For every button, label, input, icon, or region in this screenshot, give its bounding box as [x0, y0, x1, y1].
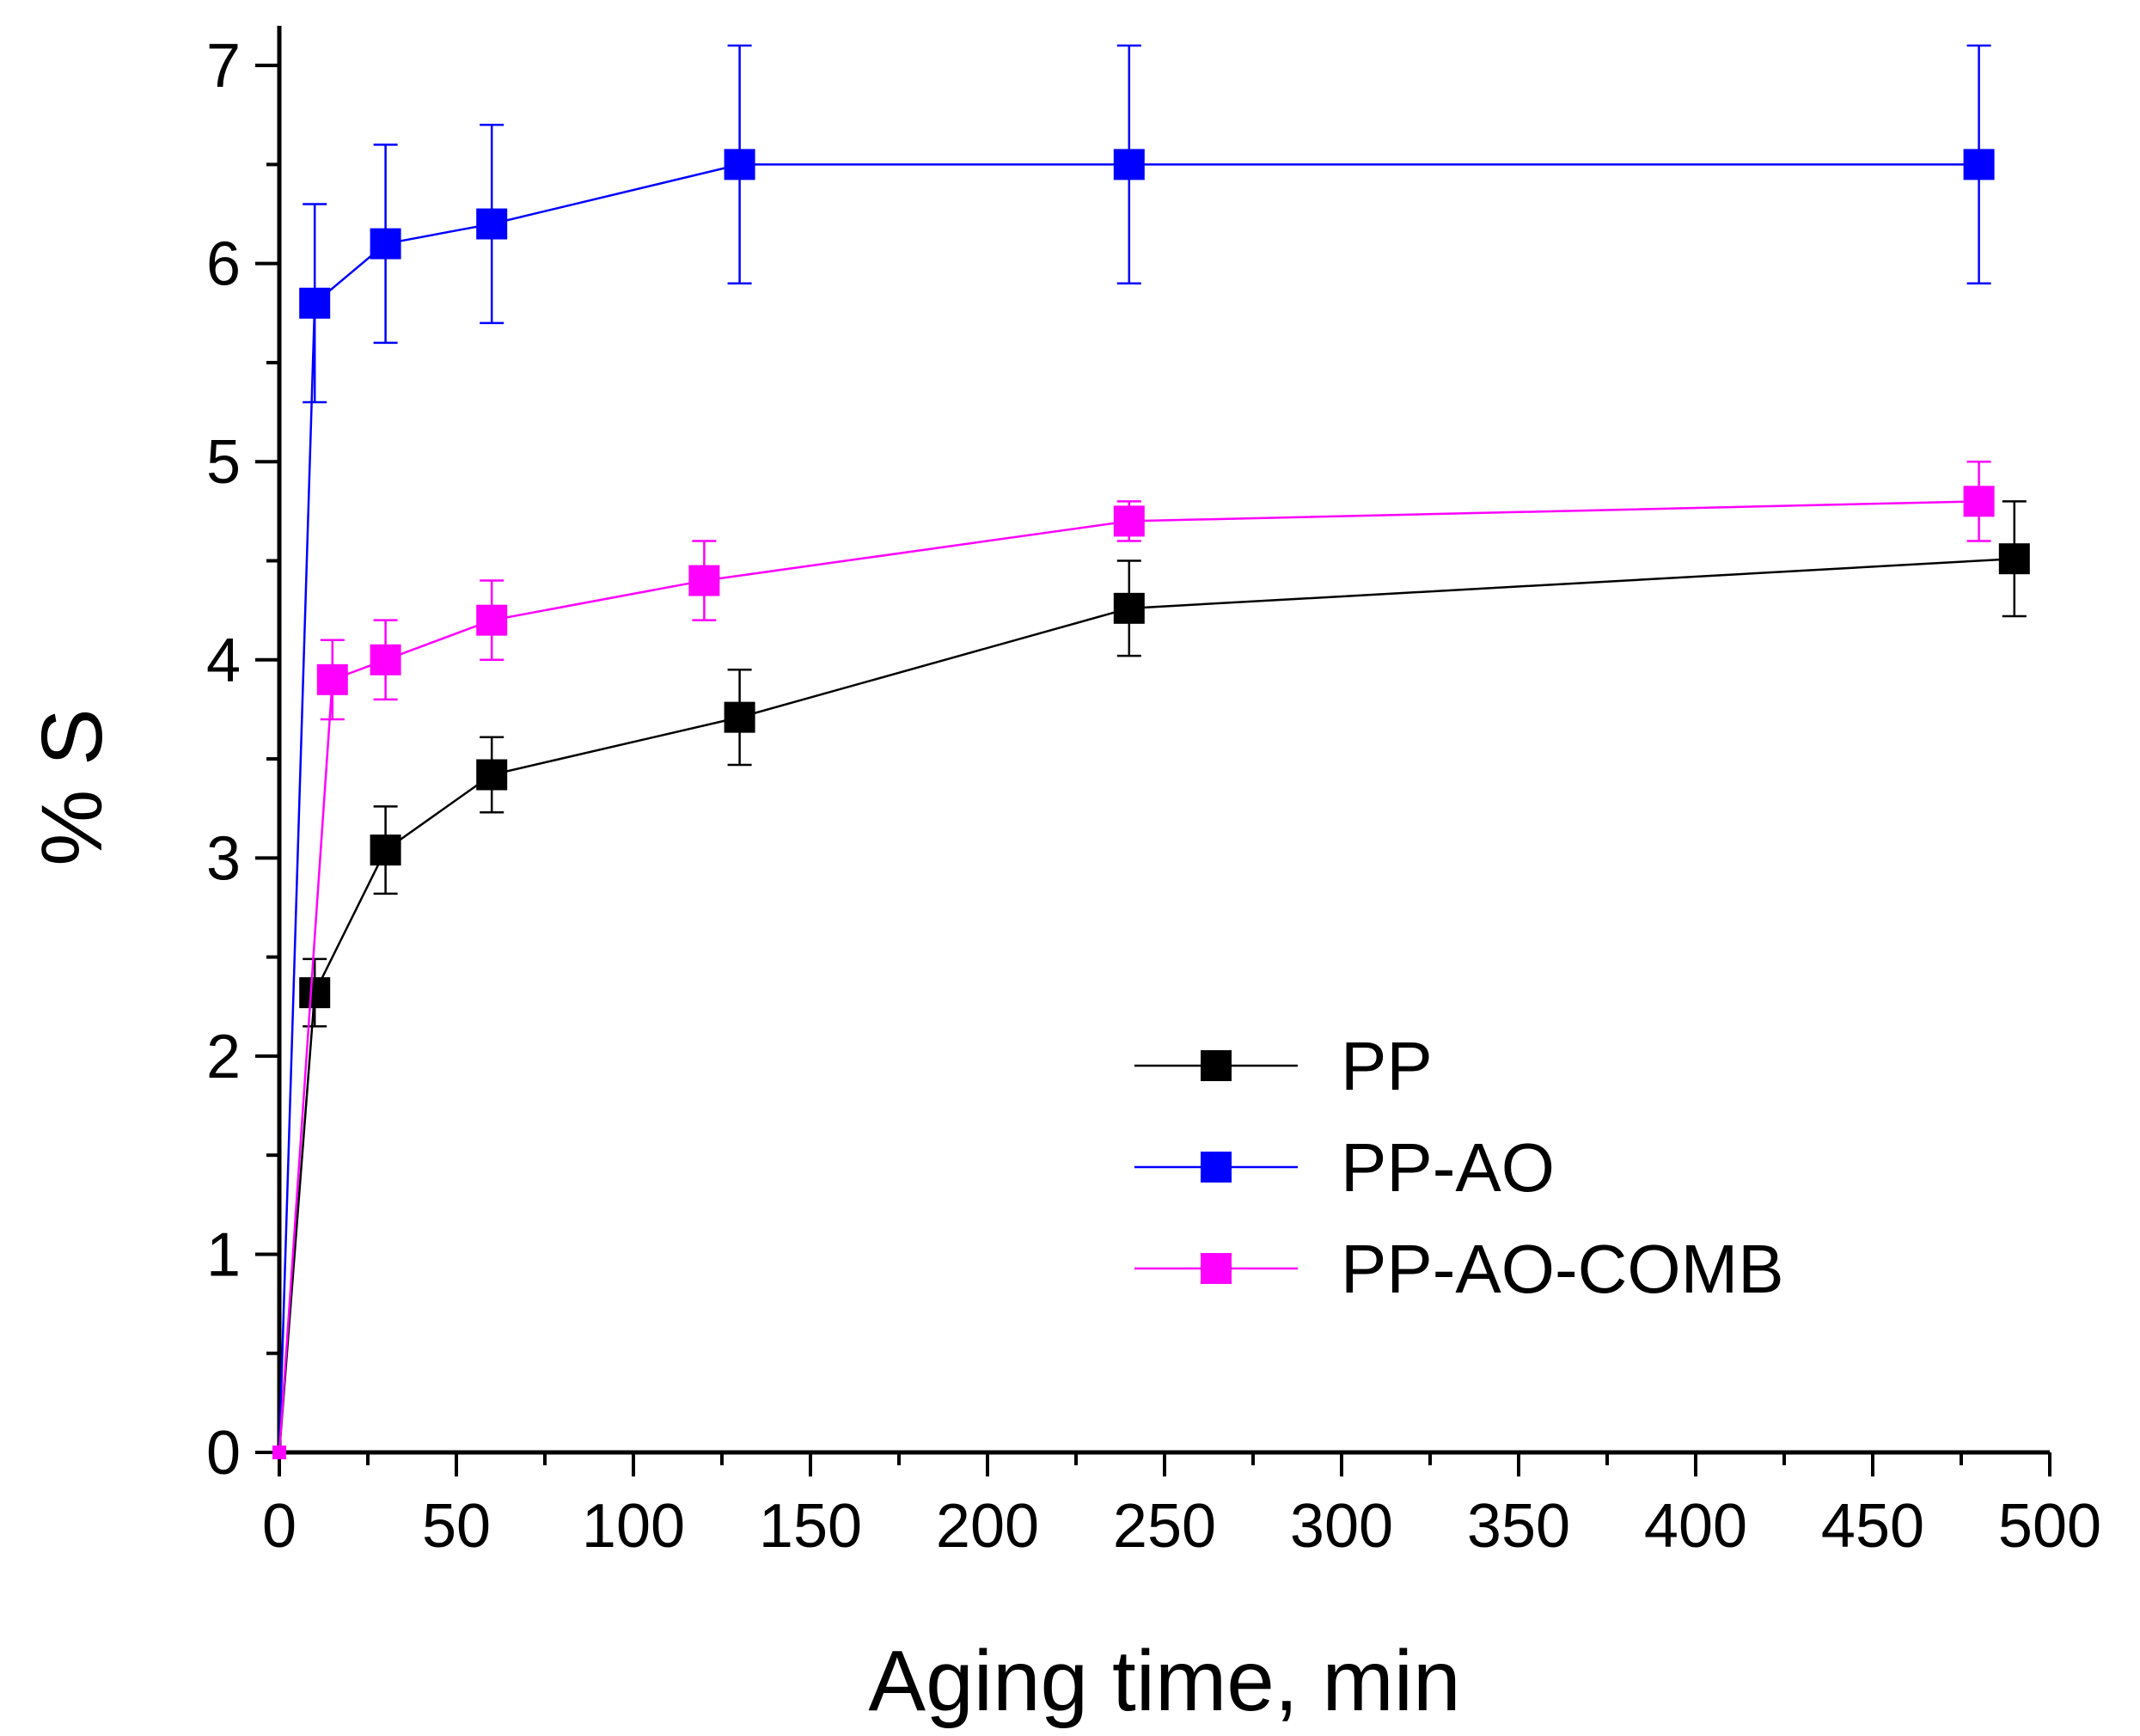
legend-label: PP-AO-COMB [1341, 1231, 1784, 1307]
data-point [370, 645, 401, 675]
data-point [370, 229, 401, 260]
x-tick-label: 50 [422, 1492, 491, 1561]
x-tick-label: 450 [1821, 1492, 1924, 1561]
legend-item-pp: PP [1134, 1028, 1433, 1104]
y-axis-title: % S [24, 708, 120, 865]
data-point [1114, 593, 1145, 624]
legend-marker [1201, 1253, 1232, 1284]
x-ticks: 0 50 100 150 200 250 300 350 400 450 500 [262, 1452, 2101, 1561]
chart: 0 50 100 150 200 250 300 350 400 450 500 01234567 … [0, 0, 2140, 1736]
y-tick-label: 2 [206, 1023, 241, 1091]
legend-label: PP-AO [1341, 1129, 1555, 1206]
axes [279, 26, 2050, 1452]
y-tick-label: 1 [206, 1220, 241, 1289]
x-tick-label: 300 [1290, 1492, 1393, 1561]
y-tick-label: 3 [206, 824, 241, 893]
legend-marker [1201, 1152, 1232, 1183]
series-pp [272, 501, 2030, 1459]
data-point [1964, 486, 1995, 517]
legend-label: PP [1341, 1028, 1433, 1104]
legend: PP PP-AO PP-AO-COMB [1134, 1028, 1784, 1307]
y-tick-label: 4 [206, 627, 241, 695]
x-tick-label: 350 [1467, 1492, 1570, 1561]
y-ticks: 0 1 2 3 4 5 6 7 [206, 32, 279, 1488]
x-tick-label: 200 [936, 1492, 1039, 1561]
x-tick-label: 250 [1113, 1492, 1216, 1561]
legend-marker [1201, 1050, 1232, 1081]
data-point [476, 605, 507, 636]
data-point [688, 565, 719, 596]
x-tick-label: 100 [582, 1492, 685, 1561]
data-point [1114, 149, 1145, 180]
series-line [279, 559, 2015, 1452]
data-point [476, 209, 507, 240]
data-point [725, 702, 755, 733]
data-point [370, 834, 401, 865]
legend-item-pp-ao-comb: PP-AO-COMB [1134, 1231, 1784, 1307]
y-tick-label: 6 [206, 230, 241, 299]
y-tick-label: 5 [206, 428, 241, 497]
y-tick-label: 7 [206, 32, 241, 101]
data-point [272, 1446, 286, 1459]
x-tick-label: 0 [262, 1492, 297, 1561]
data-point [1114, 505, 1145, 536]
data-point [1964, 149, 1995, 180]
data-point [476, 760, 507, 791]
data-point [725, 149, 755, 180]
data-point [299, 977, 330, 1008]
legend-item-pp-ao: PP-AO [1134, 1129, 1555, 1206]
data-point [299, 288, 330, 319]
x-tick-label: 150 [759, 1492, 862, 1561]
x-axis-title: Aging time, min [868, 1633, 1460, 1729]
y-tick-label: 0 [206, 1419, 241, 1488]
x-tick-label: 400 [1644, 1492, 1747, 1561]
data-point [317, 664, 348, 695]
data-point [1999, 543, 2030, 574]
x-tick-label: 500 [1998, 1492, 2101, 1561]
